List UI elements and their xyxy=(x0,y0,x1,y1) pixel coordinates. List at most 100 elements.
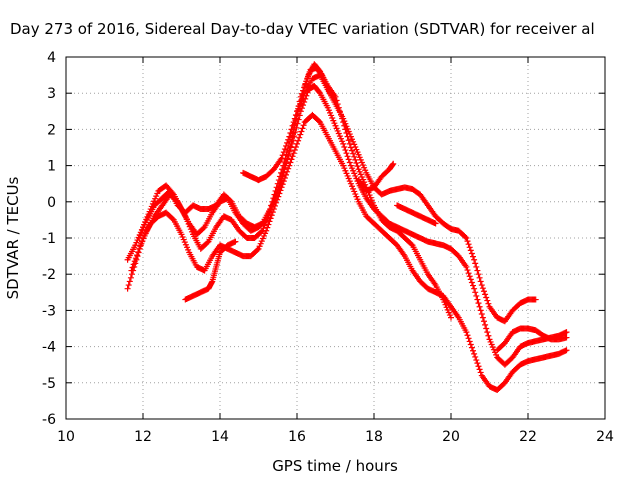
data-point xyxy=(344,153,351,160)
data-point xyxy=(473,263,480,270)
series-track-b xyxy=(128,82,570,368)
data-point xyxy=(281,175,288,182)
data-point xyxy=(335,104,342,111)
data-point xyxy=(467,247,474,254)
data-point xyxy=(344,133,351,140)
data-point xyxy=(336,108,343,115)
data-point xyxy=(263,227,270,234)
data-point xyxy=(472,289,479,296)
data-point xyxy=(352,156,359,163)
data-point xyxy=(274,196,281,203)
data-point xyxy=(472,353,479,360)
data-point xyxy=(280,149,287,156)
series-track-g xyxy=(394,202,439,227)
data-point xyxy=(294,140,300,147)
data-point xyxy=(345,137,352,144)
data-point xyxy=(276,173,283,180)
data-point xyxy=(408,241,415,248)
data-point xyxy=(137,242,144,249)
data-point xyxy=(465,335,472,342)
data-point xyxy=(293,124,300,131)
data-point xyxy=(432,220,439,227)
data-point xyxy=(288,156,295,163)
data-point xyxy=(467,276,474,283)
data-point xyxy=(463,235,470,241)
x-tick-label: 24 xyxy=(596,429,614,445)
data-point xyxy=(484,297,491,304)
data-point xyxy=(285,165,292,172)
data-point xyxy=(279,152,286,159)
data-point xyxy=(390,160,397,167)
data-point xyxy=(286,133,293,140)
data-point xyxy=(288,126,295,133)
data-point xyxy=(334,101,341,108)
data-point xyxy=(462,233,469,240)
x-tick-label: 16 xyxy=(288,429,306,445)
data-point xyxy=(466,244,473,251)
y-axis-title: SDTVAR / TECUs xyxy=(4,176,22,299)
data-point xyxy=(468,279,475,286)
data-point xyxy=(295,137,302,144)
data-point xyxy=(563,334,570,341)
data-point xyxy=(289,153,296,160)
data-point xyxy=(340,119,347,126)
data-point xyxy=(470,347,476,354)
data-point xyxy=(283,171,289,178)
data-point xyxy=(563,329,570,336)
data-point xyxy=(294,120,301,127)
data-point xyxy=(563,347,570,354)
series-track-d xyxy=(136,61,454,321)
data-point xyxy=(476,303,483,310)
y-tick-label: -4 xyxy=(42,340,56,356)
data-point xyxy=(124,285,131,292)
data-point xyxy=(343,130,350,137)
data-point xyxy=(287,159,294,166)
data-point xyxy=(266,218,273,225)
data-point xyxy=(134,253,141,260)
data-point xyxy=(316,118,322,125)
data-point xyxy=(485,300,492,307)
data-point xyxy=(464,267,471,274)
data-point xyxy=(292,143,299,150)
data-point xyxy=(287,130,294,137)
data-point xyxy=(126,278,133,285)
data-point xyxy=(284,139,291,146)
data-point xyxy=(130,267,137,274)
data-point xyxy=(264,224,271,231)
data-point xyxy=(478,282,485,289)
data-point xyxy=(280,178,287,185)
data-point xyxy=(278,155,285,162)
data-point xyxy=(346,159,353,166)
data-point xyxy=(132,260,139,267)
data-point xyxy=(465,241,472,248)
data-point xyxy=(465,270,472,277)
data-point xyxy=(483,325,490,332)
data-point xyxy=(296,134,303,141)
y-tick-label: -2 xyxy=(42,267,56,283)
data-point xyxy=(275,193,282,200)
data-point xyxy=(267,215,274,222)
data-point xyxy=(133,256,140,263)
data-point xyxy=(200,225,207,232)
series-track-c xyxy=(124,111,570,394)
data-point xyxy=(271,191,278,198)
data-point xyxy=(347,144,354,151)
data-point xyxy=(479,314,486,321)
data-point xyxy=(284,168,291,175)
data-point xyxy=(477,369,484,376)
data-point xyxy=(342,126,349,133)
data-point xyxy=(169,215,176,222)
data-point xyxy=(448,314,454,321)
data-point xyxy=(463,329,470,336)
x-tick-label: 22 xyxy=(519,429,537,445)
data-point xyxy=(332,97,339,104)
data-point xyxy=(274,180,281,187)
data-point xyxy=(286,162,293,169)
series-track-i xyxy=(494,325,570,354)
series-track-h xyxy=(182,238,239,303)
data-point xyxy=(283,142,289,149)
data-point xyxy=(471,350,478,357)
data-point xyxy=(341,143,348,150)
data-point xyxy=(351,153,358,160)
